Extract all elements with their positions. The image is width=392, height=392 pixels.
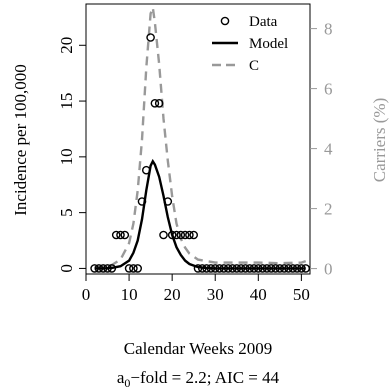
data-point	[137, 197, 147, 206]
data-point	[176, 230, 186, 240]
data-point	[90, 264, 99, 273]
y-right-tick-label: 2	[324, 200, 333, 219]
subtitle-subscript: 0	[124, 376, 130, 390]
data-point	[124, 264, 134, 273]
data-point	[103, 264, 112, 273]
x-tick-label: 10	[121, 285, 138, 304]
y-left-tick-label: 20	[57, 37, 76, 54]
y-axis-label-left: Incidence per 100,000	[11, 64, 30, 216]
y-right-tick-label: 0	[324, 260, 333, 279]
legend-marker-data	[220, 16, 230, 26]
series-line-model	[94, 158, 306, 270]
data-point	[206, 264, 216, 273]
x-tick-label: 30	[207, 285, 224, 304]
data-point	[253, 264, 263, 273]
data-point	[245, 264, 254, 273]
data-point	[232, 264, 242, 273]
y-right-tick-label: 4	[324, 140, 333, 159]
axes-layer: 0 10 20 30 40 50 0 5 10 15 20 0 2 4 6 8	[57, 20, 333, 304]
data-point	[223, 264, 233, 273]
chart-subtitle: a0−fold = 2.2; AIC = 44	[117, 368, 280, 390]
data-point	[219, 264, 229, 273]
data-point	[249, 264, 259, 273]
legend-label: Data	[249, 14, 278, 30]
data-point	[301, 264, 311, 273]
data-point	[120, 230, 130, 240]
data-point	[236, 264, 246, 273]
data-point	[262, 264, 272, 273]
y-right-tick-label: 8	[324, 20, 333, 39]
data-point	[167, 230, 177, 240]
y-left-tick-label: 0	[57, 264, 76, 273]
subtitle-suffix: −fold = 2.2; AIC = 44	[130, 368, 279, 387]
data-point	[98, 264, 108, 273]
y-right-tick-label: 6	[324, 80, 333, 99]
data-point	[133, 264, 142, 273]
data-point	[297, 264, 306, 273]
data-point	[284, 264, 293, 273]
data-point	[189, 230, 198, 240]
data-point	[275, 264, 285, 273]
y-left-tick-label: 10	[57, 148, 76, 165]
data-point	[94, 264, 104, 273]
data-point	[258, 264, 267, 273]
x-tick-label: 50	[293, 285, 310, 304]
plot-frame	[85, 3, 311, 275]
data-point	[111, 230, 121, 240]
data-point	[266, 264, 276, 273]
data-point	[193, 264, 203, 273]
x-tick-label: 20	[164, 285, 181, 304]
subtitle-prefix: a	[117, 368, 125, 387]
data-point	[279, 264, 289, 273]
data-point	[180, 230, 190, 240]
legend-label: C	[249, 58, 259, 74]
data-point	[228, 264, 237, 273]
data-point	[215, 264, 224, 273]
data-point	[107, 264, 117, 273]
data-point	[150, 99, 160, 108]
data-point	[146, 33, 155, 42]
data-point	[288, 264, 298, 273]
legend-label: Model	[249, 36, 288, 52]
data-point	[185, 230, 194, 240]
legend: Data Model C	[212, 14, 288, 74]
data-point	[210, 264, 220, 273]
data-point	[271, 264, 280, 273]
data-point	[141, 165, 151, 175]
y-axis-label-right: Carriers (%)	[370, 98, 389, 183]
series-line-carriers	[94, 7, 307, 269]
data-point	[292, 264, 302, 273]
x-tick-label: 40	[250, 285, 267, 304]
data-point	[172, 230, 181, 240]
data-point	[163, 197, 173, 206]
data-point	[241, 264, 250, 273]
data-point	[202, 264, 211, 273]
series-layer	[90, 7, 311, 273]
data-point	[116, 230, 125, 240]
data-point	[197, 264, 207, 273]
x-axis-label: Calendar Weeks 2009	[124, 339, 272, 358]
x-tick-label: 0	[82, 285, 91, 304]
y-left-tick-label: 5	[57, 208, 76, 217]
data-point	[154, 99, 164, 108]
data-point	[159, 230, 168, 240]
y-left-tick-label: 15	[57, 93, 76, 110]
data-point	[129, 264, 138, 273]
